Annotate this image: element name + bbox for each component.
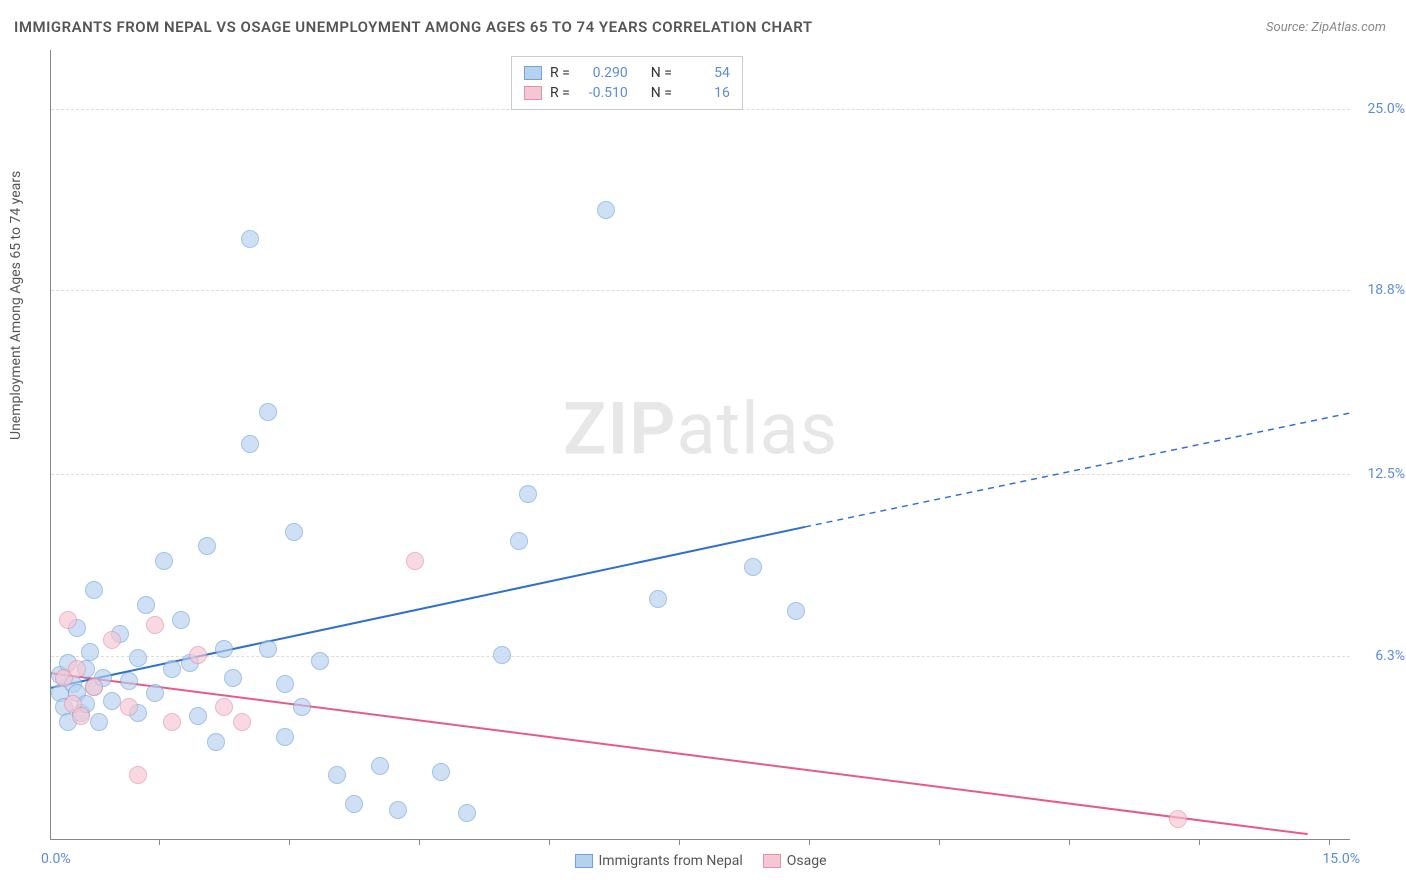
y-axis-label: Unemployment Among Ages 65 to 74 years (8, 171, 24, 440)
scatter-point-nepal (81, 643, 99, 661)
scatter-point-nepal (120, 672, 138, 690)
chart-title: IMMIGRANTS FROM NEPAL VS OSAGE UNEMPLOYM… (14, 18, 813, 36)
scatter-point-nepal (328, 766, 346, 784)
scatter-point-nepal (259, 640, 277, 658)
x-tick (1329, 839, 1330, 845)
scatter-point-nepal (155, 552, 173, 570)
n-label: N = (651, 65, 672, 81)
scatter-point-osage (85, 678, 103, 696)
scatter-point-nepal (189, 707, 207, 725)
swatch-nepal (575, 854, 593, 868)
scatter-point-nepal (215, 640, 233, 658)
trend-line-nepal-dashed (805, 413, 1351, 527)
scatter-point-nepal (371, 757, 389, 775)
scatter-point-nepal (172, 611, 190, 629)
r-value-osage: -0.510 (578, 85, 628, 101)
scatter-point-nepal (241, 435, 259, 453)
plot-area: ZIPatlas 6.3%12.5%18.8%25.0% R = 0.290 N… (50, 50, 1350, 840)
scatter-point-nepal (90, 713, 108, 731)
swatch-nepal (524, 66, 542, 80)
y-tick-label: 18.8% (1367, 282, 1405, 298)
swatch-osage (524, 86, 542, 100)
scatter-point-osage (1169, 810, 1187, 828)
scatter-point-osage (120, 698, 138, 716)
scatter-point-osage (129, 766, 147, 784)
scatter-point-nepal (163, 660, 181, 678)
y-tick-label: 6.3% (1375, 648, 1405, 664)
x-tick (809, 839, 810, 845)
x-tick (1199, 839, 1200, 845)
x-tick (939, 839, 940, 845)
scatter-point-osage (233, 713, 251, 731)
legend-series: Immigrants from Nepal Osage (575, 853, 827, 869)
scatter-point-osage (68, 660, 86, 678)
scatter-point-nepal (137, 596, 155, 614)
swatch-osage (763, 854, 781, 868)
scatter-point-osage (215, 698, 233, 716)
legend-label-nepal: Immigrants from Nepal (599, 853, 743, 869)
scatter-point-osage (189, 646, 207, 664)
scatter-point-nepal (345, 795, 363, 813)
x-axis-min-label: 0.0% (41, 851, 71, 867)
source-attribution: Source: ZipAtlas.com (1266, 20, 1386, 35)
r-value-nepal: 0.290 (578, 65, 628, 81)
scatter-point-nepal (458, 804, 476, 822)
r-label: R = (550, 85, 570, 101)
scatter-point-osage (163, 713, 181, 731)
scatter-point-nepal (259, 403, 277, 421)
scatter-point-nepal (649, 590, 667, 608)
scatter-point-nepal (276, 728, 294, 746)
scatter-point-nepal (276, 675, 294, 693)
x-tick (289, 839, 290, 845)
n-value-osage: 16 (680, 85, 730, 101)
legend-row-nepal: R = 0.290 N = 54 (524, 63, 730, 83)
scatter-point-osage (406, 552, 424, 570)
scatter-point-nepal (285, 523, 303, 541)
scatter-point-nepal (744, 558, 762, 576)
scatter-point-nepal (293, 698, 311, 716)
scatter-point-osage (59, 611, 77, 629)
x-tick (679, 839, 680, 845)
scatter-point-nepal (146, 684, 164, 702)
scatter-point-nepal (241, 230, 259, 248)
legend-label-osage: Osage (787, 853, 827, 869)
legend-correlation: R = 0.290 N = 54 R = -0.510 N = 16 (511, 56, 743, 110)
scatter-point-nepal (493, 646, 511, 664)
y-tick-label: 25.0% (1367, 101, 1405, 117)
scatter-point-nepal (597, 201, 615, 219)
y-tick-label: 12.5% (1367, 466, 1405, 482)
scatter-point-nepal (85, 581, 103, 599)
scatter-point-nepal (198, 537, 216, 555)
legend-item-nepal: Immigrants from Nepal (575, 853, 743, 869)
n-value-nepal: 54 (680, 65, 730, 81)
scatter-point-nepal (103, 692, 121, 710)
scatter-point-nepal (787, 602, 805, 620)
scatter-point-osage (146, 616, 164, 634)
scatter-point-nepal (519, 485, 537, 503)
trend-line-osage-solid (51, 673, 1308, 834)
scatter-point-osage (72, 707, 90, 725)
legend-row-osage: R = -0.510 N = 16 (524, 83, 730, 103)
scatter-point-nepal (510, 532, 528, 550)
x-tick (549, 839, 550, 845)
scatter-point-nepal (432, 763, 450, 781)
x-axis-max-label: 15.0% (1322, 851, 1360, 867)
x-tick (419, 839, 420, 845)
scatter-point-nepal (207, 733, 225, 751)
n-label: N = (651, 85, 672, 101)
x-tick (1069, 839, 1070, 845)
scatter-point-nepal (389, 801, 407, 819)
r-label: R = (550, 65, 570, 81)
x-tick (159, 839, 160, 845)
scatter-point-osage (103, 631, 121, 649)
scatter-point-nepal (129, 649, 147, 667)
scatter-point-nepal (224, 669, 242, 687)
scatter-point-nepal (311, 652, 329, 670)
legend-item-osage: Osage (763, 853, 827, 869)
